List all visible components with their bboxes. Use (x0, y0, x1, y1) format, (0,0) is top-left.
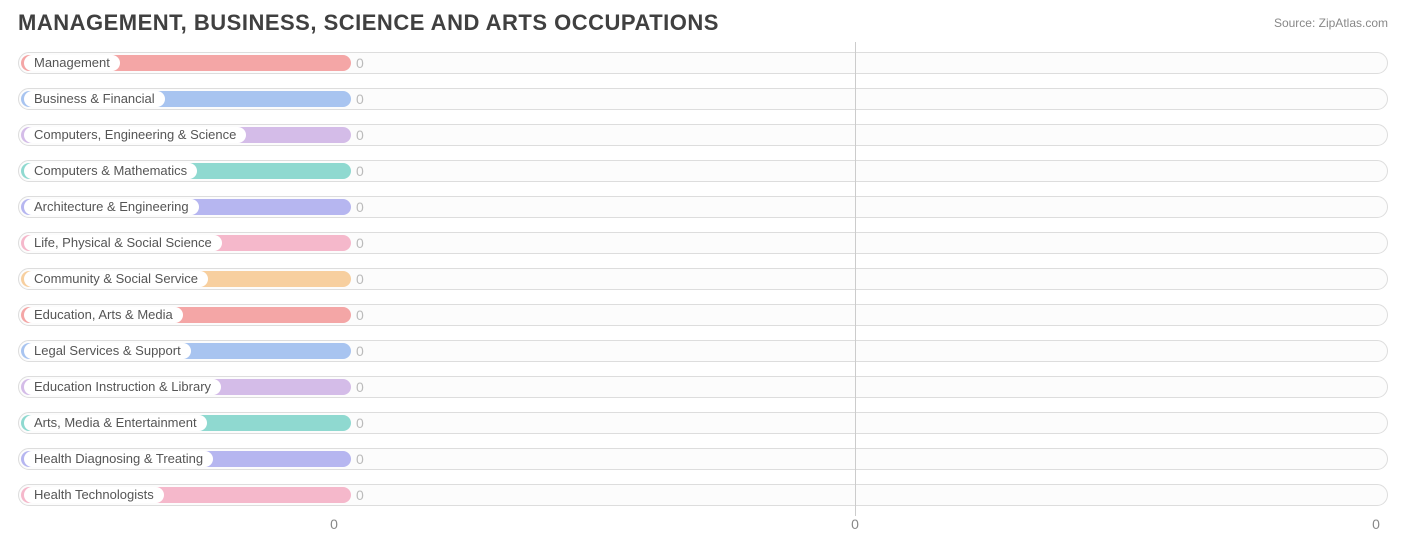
value-label: 0 (356, 271, 364, 287)
bar-row: Arts, Media & Entertainment 0 (18, 408, 1388, 438)
bar-fill: Arts, Media & Entertainment (21, 415, 351, 431)
chart-title: MANAGEMENT, BUSINESS, SCIENCE AND ARTS O… (18, 10, 719, 36)
bar-fill: Management (21, 55, 351, 71)
bar-fill: Education, Arts & Media (21, 307, 351, 323)
value-label: 0 (356, 379, 364, 395)
bar-row: Education Instruction & Library 0 (18, 372, 1388, 402)
bar-row: Architecture & Engineering 0 (18, 192, 1388, 222)
chart-area: Management0Business & Financial0Computer… (0, 42, 1406, 510)
header: MANAGEMENT, BUSINESS, SCIENCE AND ARTS O… (0, 0, 1406, 42)
axis-tick: 0 (330, 516, 338, 532)
value-label: 0 (356, 199, 364, 215)
bar-fill: Legal Services & Support (21, 343, 351, 359)
bar-fill: Life, Physical & Social Science (21, 235, 351, 251)
bar-row: Management 0 (18, 48, 1388, 78)
value-label: 0 (356, 235, 364, 251)
bar-row: Legal Services & Support 0 (18, 336, 1388, 366)
value-label: 0 (356, 307, 364, 323)
category-label: Computers & Mathematics (24, 163, 197, 179)
bar-fill: Health Technologists (21, 487, 351, 503)
bar-row: Life, Physical & Social Science 0 (18, 228, 1388, 258)
bar-fill: Health Diagnosing & Treating (21, 451, 351, 467)
category-label: Health Diagnosing & Treating (24, 451, 213, 467)
category-label: Health Technologists (24, 487, 164, 503)
bar-row: Health Technologists 0 (18, 480, 1388, 510)
category-label: Arts, Media & Entertainment (24, 415, 207, 431)
category-label: Legal Services & Support (24, 343, 191, 359)
value-label: 0 (356, 415, 364, 431)
bar-row: Computers & Mathematics 0 (18, 156, 1388, 186)
value-label: 0 (356, 163, 364, 179)
category-label: Business & Financial (24, 91, 165, 107)
value-label: 0 (356, 127, 364, 143)
source-attribution: Source: ZipAtlas.com (1274, 16, 1388, 30)
axis-tick: 0 (851, 516, 859, 532)
category-label: Management (24, 55, 120, 71)
bar-fill: Community & Social Service (21, 271, 351, 287)
bar-fill: Education Instruction & Library (21, 379, 351, 395)
category-label: Education, Arts & Media (24, 307, 183, 323)
value-label: 0 (356, 343, 364, 359)
value-label: 0 (356, 487, 364, 503)
bar-row: Computers, Engineering & Science 0 (18, 120, 1388, 150)
category-label: Computers, Engineering & Science (24, 127, 246, 143)
category-label: Education Instruction & Library (24, 379, 221, 395)
bar-fill: Business & Financial (21, 91, 351, 107)
bar-fill: Computers & Mathematics (21, 163, 351, 179)
bar-fill: Computers, Engineering & Science (21, 127, 351, 143)
chart-wrap: Management0Business & Financial0Computer… (0, 42, 1406, 540)
source-site: ZipAtlas.com (1319, 16, 1388, 30)
bar-row: Community & Social Service 0 (18, 264, 1388, 294)
axis-tick: 0 (1372, 516, 1380, 532)
bar-fill: Architecture & Engineering (21, 199, 351, 215)
value-label: 0 (356, 91, 364, 107)
category-label: Architecture & Engineering (24, 199, 199, 215)
source-label: Source: (1274, 16, 1315, 30)
x-axis: 0 0 0 (18, 516, 1388, 540)
value-label: 0 (356, 451, 364, 467)
value-label: 0 (356, 55, 364, 71)
bar-row: Education, Arts & Media 0 (18, 300, 1388, 330)
category-label: Community & Social Service (24, 271, 208, 287)
category-label: Life, Physical & Social Science (24, 235, 222, 251)
bar-row: Business & Financial 0 (18, 84, 1388, 114)
bar-row: Health Diagnosing & Treating 0 (18, 444, 1388, 474)
